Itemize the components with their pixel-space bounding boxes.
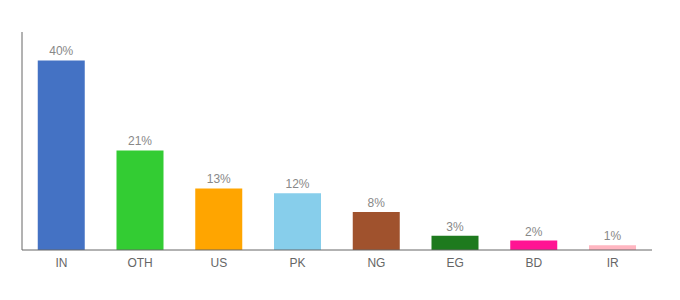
svg-text:2%: 2%: [525, 225, 543, 239]
svg-text:40%: 40%: [49, 44, 73, 58]
svg-text:12%: 12%: [285, 177, 309, 191]
svg-text:EG: EG: [446, 256, 463, 270]
svg-text:21%: 21%: [128, 134, 152, 148]
svg-text:13%: 13%: [207, 172, 231, 186]
svg-text:BD: BD: [526, 256, 543, 270]
svg-text:OTH: OTH: [127, 256, 152, 270]
svg-text:PK: PK: [290, 256, 306, 270]
svg-text:3%: 3%: [446, 220, 464, 234]
svg-text:US: US: [211, 256, 228, 270]
svg-text:1%: 1%: [604, 229, 622, 243]
svg-text:NG: NG: [367, 256, 385, 270]
svg-text:8%: 8%: [368, 196, 386, 210]
svg-text:IR: IR: [607, 256, 619, 270]
svg-text:IN: IN: [55, 256, 67, 270]
